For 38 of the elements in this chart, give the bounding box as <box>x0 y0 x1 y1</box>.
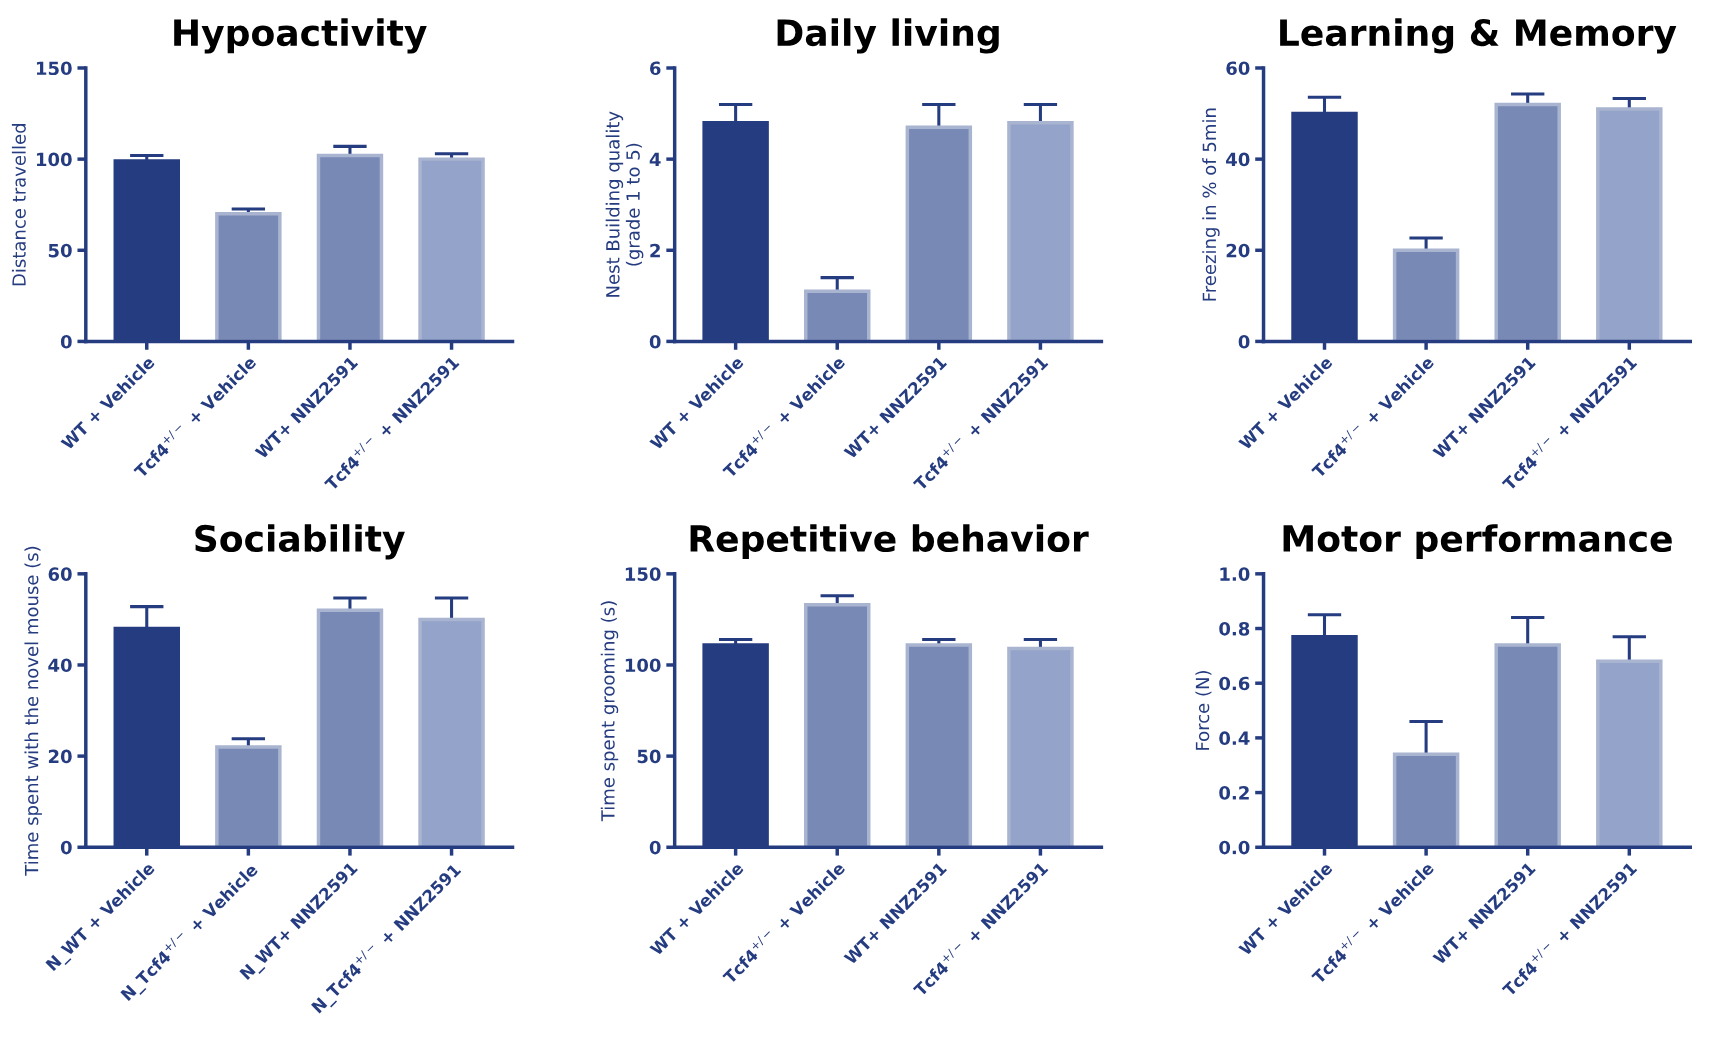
y-tick-label: 0 <box>649 334 661 349</box>
y-tick-label: 6 <box>650 61 661 76</box>
y-axis-title: Time spent with the novel mouse (s) <box>24 546 42 876</box>
y-tick-label: 0.2 <box>1219 786 1249 800</box>
y-axis-title: Time spent grooming (s) <box>600 601 619 822</box>
y-tick-label: 50 <box>637 749 661 764</box>
y-axis-title: Freezing in % of 5min <box>1202 108 1220 301</box>
y-tick-label: 40 <box>1226 152 1250 167</box>
y-tick-label: 0 <box>60 840 72 855</box>
y-tick-label: 0 <box>649 840 661 855</box>
chart-title: Sociability <box>195 524 405 560</box>
y-tick-label: 20 <box>48 749 72 764</box>
y-tick-label: 60 <box>1226 61 1250 76</box>
y-tick-label: 60 <box>48 567 72 581</box>
y-tick-label: 100 <box>625 658 661 673</box>
y-tick-label: 2 <box>650 243 660 258</box>
y-tick-label: 40 <box>48 658 72 673</box>
chart-title: Hypoactivity <box>174 18 427 54</box>
y-tick-label: 0 <box>1238 334 1250 349</box>
y-tick-label: 0.0 <box>1219 840 1250 855</box>
y-axis-title: Nest Building quality (grade 1 to 5) <box>605 111 644 297</box>
chart-title: Learning & Memory <box>1280 18 1677 54</box>
chart-title: Repetitive behavior <box>690 524 1089 560</box>
y-tick-label: 0.6 <box>1219 676 1250 691</box>
y-tick-label: 150 <box>625 567 661 581</box>
y-tick-label: 1.0 <box>1220 567 1250 581</box>
y-axis-title: Force (N) <box>1195 671 1212 750</box>
y-tick-label: 4 <box>649 152 661 166</box>
y-tick-label: 0.8 <box>1219 621 1250 636</box>
y-axis-title: Distance travelled <box>11 124 26 286</box>
chart-title: Motor performance <box>1283 524 1672 560</box>
y-tick-label: 150 <box>36 61 72 76</box>
y-tick-label: 0 <box>60 334 72 349</box>
y-tick-label: 50 <box>48 243 72 258</box>
y-tick-label: 20 <box>1226 243 1250 258</box>
y-tick-label: 100 <box>36 152 72 167</box>
chart-title: Daily living <box>777 18 999 54</box>
y-tick-label: 0.4 <box>1219 731 1250 746</box>
